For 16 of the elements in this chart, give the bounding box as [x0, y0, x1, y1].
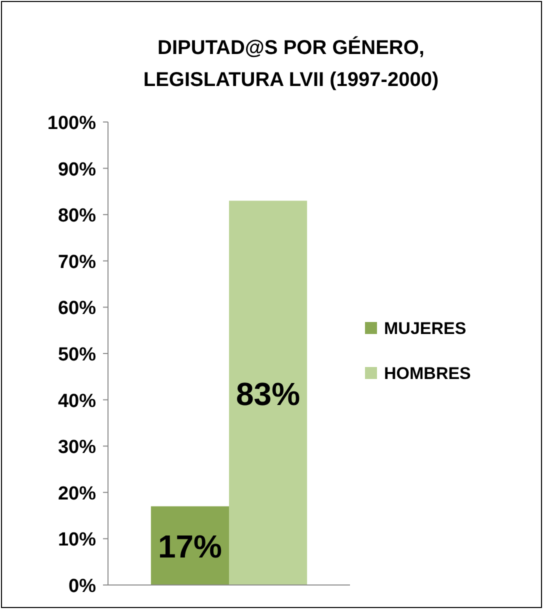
y-tick-label: 80%: [58, 206, 96, 227]
y-tick-label: 50%: [58, 344, 96, 366]
data-label: 17%: [158, 528, 222, 565]
chart-title: DIPUTAD@S POR GÉNERO, LEGISLATURA LVII (1997-2000): [143, 36, 439, 91]
y-tick-label: 30%: [58, 437, 96, 458]
y-tick-label: 90%: [58, 159, 96, 180]
y-tick-label: 40%: [58, 390, 96, 412]
y-tick-label: 60%: [58, 298, 96, 320]
y-tick-label: 20%: [58, 483, 96, 504]
y-tick-label: 0%: [68, 576, 96, 597]
y-tick-label: 70%: [58, 252, 96, 273]
legend-label: HOMBRES: [384, 364, 471, 383]
y-tick-label: 10%: [58, 530, 96, 551]
legend-label: MUJERES: [384, 319, 466, 338]
y-tick-label: 100%: [47, 113, 96, 134]
data-label: 83%: [236, 376, 300, 412]
